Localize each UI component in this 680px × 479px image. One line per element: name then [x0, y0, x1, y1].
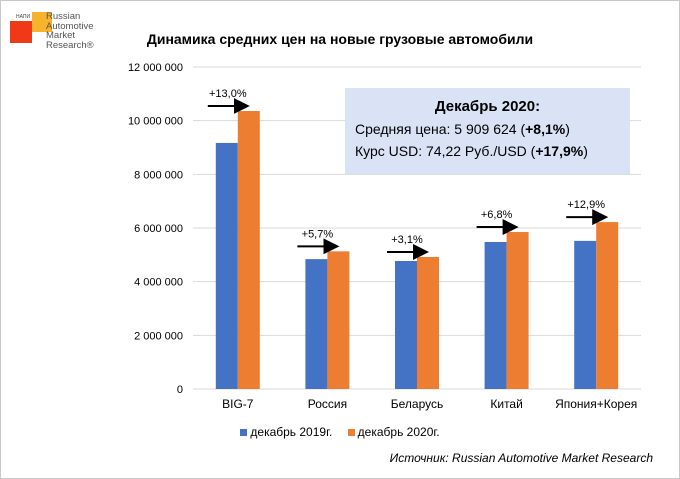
- x-tick-label: Китай: [490, 397, 522, 411]
- y-tick-label: 4 000 000: [134, 277, 183, 289]
- logo-red-square: [10, 21, 32, 43]
- legend-swatch: [240, 429, 248, 436]
- bar-2019: [484, 241, 507, 389]
- change-label: +5,7%: [302, 228, 334, 240]
- logo-orange-square: [32, 12, 52, 32]
- bar-2019: [395, 261, 417, 389]
- logo-nami-text: НАПИ: [16, 14, 31, 20]
- legend: декабрь 2019г. декабрь 2020г.: [1, 425, 679, 439]
- legend-swatch: [347, 429, 355, 436]
- y-tick-label: 0: [177, 384, 183, 396]
- bar-2019: [574, 240, 597, 389]
- bar-2020: [327, 251, 350, 389]
- usd-rate-change: +17,9%: [535, 143, 584, 159]
- y-tick-label: 10 000 000: [128, 116, 183, 128]
- x-tick-label: BIG-7: [222, 397, 254, 411]
- legend-item-2019: декабрь 2019г.: [240, 425, 332, 439]
- info-heading: Декабрь 2020:: [434, 98, 541, 115]
- change-label: +3,1%: [391, 234, 423, 246]
- bar-2020: [417, 256, 439, 389]
- paren: ): [565, 121, 570, 137]
- x-tick-label: Беларусь: [391, 397, 443, 411]
- chart-title: Динамика средних цен на новые грузовые а…: [146, 31, 534, 47]
- change-label: +12,9%: [567, 199, 605, 211]
- avg-price-text: Средняя цена: 5 909 624 (: [355, 121, 526, 137]
- paren: ): [583, 143, 588, 159]
- legend-label: декабрь 2020г.: [357, 425, 440, 439]
- info-avg-price: Средняя цена: 5 909 624 (+8,1%): [355, 121, 630, 137]
- y-tick-label: 12 000 000: [128, 62, 183, 74]
- y-tick-label: 2 000 000: [134, 330, 183, 342]
- logo-text: Russian Automotive Market Research®: [46, 11, 94, 51]
- info-usd-rate: Курс USD: 74,22 Руб./USD (+17,9%): [355, 143, 630, 159]
- bar-2020: [237, 111, 260, 390]
- bar-2020: [506, 232, 529, 389]
- bar-2019: [305, 259, 328, 389]
- source-note: Источник: Russian Automotive Market Rese…: [389, 451, 653, 465]
- y-tick-label: 8 000 000: [134, 169, 183, 181]
- avg-price-change: +8,1%: [525, 121, 566, 137]
- info-box: Декабрь 2020: Средняя цена: 5 909 624 (+…: [345, 88, 630, 174]
- change-label: +6,8%: [481, 209, 513, 221]
- y-tick-label: 6 000 000: [134, 223, 183, 235]
- legend-label: декабрь 2019г.: [250, 425, 333, 439]
- logo: НАПИ Russian Automotive Market Research®: [9, 9, 109, 69]
- change-label: +13,0%: [209, 88, 247, 100]
- legend-item-2020: декабрь 2020г.: [347, 425, 440, 439]
- bar-2020: [596, 222, 619, 389]
- x-tick-label: Россия: [308, 397, 347, 411]
- x-tick-label: Япония+Корея: [555, 397, 637, 411]
- usd-rate-text: Курс USD: 74,22 Руб./USD (: [355, 143, 536, 159]
- bar-2019: [215, 142, 238, 389]
